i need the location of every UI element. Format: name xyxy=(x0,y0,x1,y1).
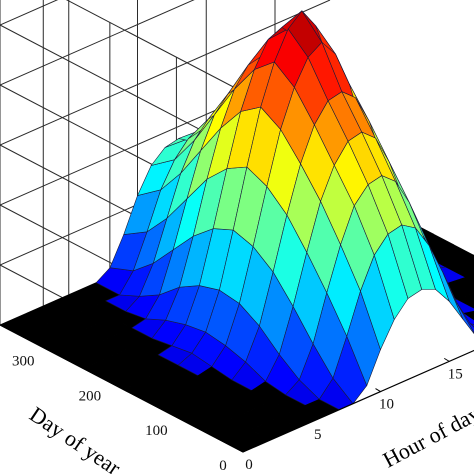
axis-lines xyxy=(0,324,474,453)
hour-tick-label: 0 xyxy=(245,457,253,473)
surface-cell xyxy=(464,273,474,283)
surface-cell xyxy=(469,323,474,328)
hour-tick-mark xyxy=(306,418,313,423)
day-tick-mark xyxy=(109,378,117,383)
hour-tick-label: 10 xyxy=(379,397,394,413)
day-axis-ticks: 0 100 200 300 xyxy=(12,344,250,474)
hour-tick-mark xyxy=(237,448,244,453)
day-axis-label: Day of year xyxy=(25,401,126,474)
hour-axis-line xyxy=(242,349,474,453)
surface-cell xyxy=(444,254,474,278)
hour-tick-label: 5 xyxy=(314,427,322,443)
day-tick-mark xyxy=(242,448,250,453)
day-tick-mark xyxy=(43,344,50,349)
wall-gridline xyxy=(0,0,244,153)
surface-cell xyxy=(457,292,474,309)
surface-mesh xyxy=(0,10,474,453)
day-tick-label: 300 xyxy=(12,354,35,370)
day-axis-line xyxy=(0,324,244,453)
day-tick-mark xyxy=(176,413,183,418)
hour-tick-mark xyxy=(443,357,450,362)
wall-gridline xyxy=(65,0,244,93)
day-tick-label: 100 xyxy=(145,423,168,439)
hour-axis-ticks: 0 5 10 15 xyxy=(237,357,463,473)
hour-tick-label: 15 xyxy=(448,366,463,382)
day-tick-label: 200 xyxy=(79,388,102,404)
surface-cell xyxy=(463,310,474,321)
hour-tick-mark xyxy=(375,388,381,393)
day-tick-label: 0 xyxy=(219,458,227,474)
